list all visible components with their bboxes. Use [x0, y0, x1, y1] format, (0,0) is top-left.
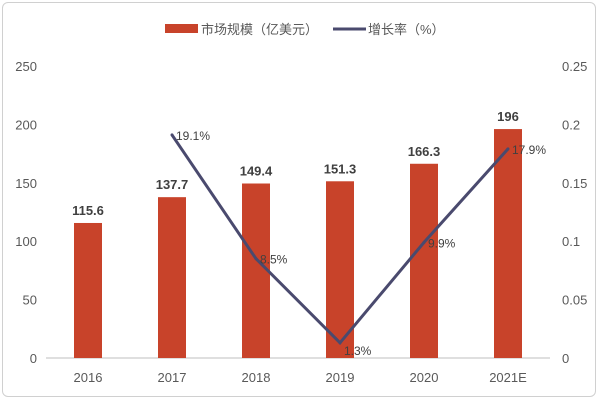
legend-line-label: 增长率（%）: [368, 22, 445, 37]
x-tick-label: 2020: [410, 370, 439, 385]
right-tick-label: 0.15: [562, 176, 587, 191]
chart-frame: [2, 2, 596, 397]
right-tick-label: 0.05: [562, 293, 587, 308]
left-tick-label: 200: [15, 117, 37, 132]
x-tick-label: 2021E: [489, 370, 527, 385]
bar-data-label: 151.3: [324, 161, 357, 176]
growth-data-label: 19.1%: [176, 129, 210, 143]
growth-point: [506, 147, 510, 151]
growth-point: [422, 240, 426, 244]
x-tick-label: 2017: [158, 370, 187, 385]
bar-data-label: 137.7: [156, 177, 189, 192]
x-tick-label: 2019: [326, 370, 355, 385]
bar: [410, 163, 438, 358]
right-tick-label: 0.1: [562, 234, 580, 249]
right-tick-label: 0.25: [562, 59, 587, 74]
growth-point: [254, 257, 258, 261]
bar: [74, 222, 102, 358]
bar-data-label: 196: [497, 109, 519, 124]
x-tick-label: 2016: [74, 370, 103, 385]
growth-data-label: 8.5%: [260, 253, 288, 267]
growth-point: [338, 341, 342, 345]
bar: [158, 197, 186, 358]
bar-data-label: 115.6: [72, 203, 104, 218]
left-tick-label: 250: [15, 59, 37, 74]
right-tick-label: 0.2: [562, 117, 580, 132]
bar-data-label: 149.4: [240, 164, 273, 179]
left-tick-label: 100: [15, 234, 37, 249]
right-tick-label: 0: [562, 351, 569, 366]
growth-data-label: 17.9%: [512, 143, 546, 157]
left-tick-label: 50: [23, 293, 37, 308]
bar: [242, 183, 270, 358]
bar: [494, 129, 522, 358]
bar: [326, 181, 354, 358]
left-tick-label: 150: [15, 176, 37, 191]
growth-data-label: 1.3%: [344, 344, 372, 358]
bar-data-label: 166.3: [408, 144, 441, 159]
legend-bar-swatch: [165, 24, 198, 33]
left-tick-label: 0: [30, 351, 37, 366]
growth-data-label: 9.9%: [428, 236, 456, 250]
legend-bar-label: 市场规模（亿美元）: [201, 22, 318, 37]
growth-point: [170, 133, 174, 137]
x-tick-label: 2018: [242, 370, 271, 385]
